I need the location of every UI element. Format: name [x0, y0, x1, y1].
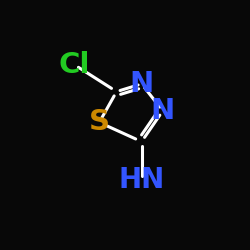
Text: Cl: Cl: [58, 51, 90, 79]
Text: HN: HN: [118, 166, 165, 194]
Text: S: S: [89, 108, 110, 136]
Text: N: N: [130, 70, 154, 98]
Text: N: N: [151, 97, 175, 125]
